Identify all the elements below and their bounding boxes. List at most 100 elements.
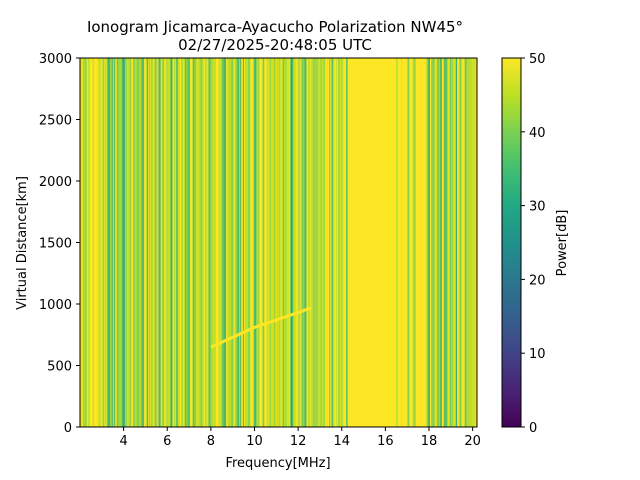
interference-stripe bbox=[257, 58, 260, 427]
interference-stripe bbox=[211, 58, 213, 427]
interference-stripe bbox=[284, 58, 287, 427]
interference-stripe bbox=[209, 58, 212, 427]
interference-stripe bbox=[340, 58, 342, 427]
interference-stripe bbox=[212, 58, 214, 427]
x-axis-label: Frequency[MHz] bbox=[225, 456, 330, 471]
interference-stripe bbox=[338, 58, 340, 427]
interference-stripe bbox=[167, 58, 169, 427]
interference-stripe bbox=[84, 58, 87, 427]
interference-stripe bbox=[234, 58, 235, 427]
interference-stripe bbox=[219, 58, 221, 427]
interference-stripe bbox=[165, 58, 167, 427]
colorbar-tick-label: 0 bbox=[529, 421, 537, 436]
interference-stripe bbox=[308, 58, 310, 427]
interference-stripe bbox=[175, 58, 177, 427]
interference-stripe bbox=[274, 58, 276, 427]
interference-stripe bbox=[87, 58, 90, 427]
interference-stripe bbox=[254, 58, 256, 427]
interference-stripe bbox=[140, 58, 143, 427]
interference-stripe bbox=[138, 58, 141, 427]
interference-stripe bbox=[152, 58, 155, 427]
interference-stripe bbox=[104, 58, 106, 427]
interference-stripe bbox=[130, 58, 131, 427]
interference-stripe bbox=[98, 58, 101, 427]
interference-stripe bbox=[123, 58, 125, 427]
interference-stripe bbox=[194, 58, 197, 427]
colorbar-tick-label: 20 bbox=[529, 273, 546, 288]
interference-stripe bbox=[102, 58, 104, 427]
interference-stripe bbox=[346, 58, 348, 427]
interference-stripe bbox=[327, 58, 329, 427]
colorbar-tick-label: 10 bbox=[529, 347, 546, 362]
interference-stripe bbox=[111, 58, 114, 427]
interference-stripe bbox=[192, 58, 195, 427]
interference-stripe bbox=[298, 58, 301, 427]
interference-stripe bbox=[113, 58, 115, 427]
echo-trace-line bbox=[210, 306, 312, 349]
interference-stripe bbox=[262, 58, 265, 427]
interference-stripe bbox=[400, 58, 402, 427]
interference-stripe bbox=[275, 58, 278, 427]
y-tick-label: 500 bbox=[47, 360, 72, 375]
interference-stripe bbox=[443, 58, 445, 427]
interference-stripe bbox=[316, 58, 318, 427]
x-tick-label: 12 bbox=[290, 434, 307, 449]
interference-stripe bbox=[455, 58, 458, 427]
interference-stripe bbox=[196, 58, 198, 427]
interference-stripe bbox=[252, 58, 254, 427]
interference-stripe bbox=[148, 58, 150, 427]
x-tick-label: 14 bbox=[333, 434, 350, 449]
interference-stripe bbox=[467, 58, 470, 427]
interference-stripe bbox=[133, 58, 135, 427]
interference-stripe bbox=[300, 58, 303, 427]
interference-stripe bbox=[239, 58, 241, 427]
interference-stripe bbox=[223, 58, 225, 427]
colorbar: 0 10 20 30 40 50 Power[dB] bbox=[501, 52, 570, 436]
interference-stripe bbox=[185, 58, 187, 427]
interference-stripe bbox=[161, 58, 163, 427]
interference-stripe bbox=[433, 58, 435, 427]
interference-stripe bbox=[235, 58, 236, 427]
interference-stripe bbox=[177, 58, 179, 427]
interference-stripe bbox=[291, 58, 293, 427]
interference-stripe bbox=[307, 58, 310, 427]
interference-stripe bbox=[106, 58, 108, 427]
interference-stripe bbox=[272, 58, 274, 427]
interference-stripe bbox=[239, 58, 241, 427]
interference-stripe bbox=[105, 58, 107, 427]
interference-stripe bbox=[258, 58, 260, 427]
interference-stripe bbox=[199, 58, 202, 427]
colorbar-tick-label: 40 bbox=[529, 126, 546, 141]
interference-stripe bbox=[471, 58, 473, 427]
interference-stripe bbox=[205, 58, 207, 427]
interference-stripe bbox=[221, 58, 224, 427]
interference-stripe bbox=[428, 58, 430, 427]
interference-stripe bbox=[139, 58, 141, 427]
interference-stripe bbox=[453, 58, 455, 427]
colorbar-tick-label: 50 bbox=[529, 52, 546, 67]
interference-stripe bbox=[315, 58, 317, 427]
interference-stripe bbox=[266, 58, 269, 427]
interference-stripe bbox=[97, 58, 99, 427]
interference-stripe bbox=[179, 58, 180, 427]
interference-stripe bbox=[459, 58, 461, 427]
interference-stripe bbox=[277, 58, 279, 427]
interference-stripe bbox=[271, 58, 274, 427]
interference-stripe bbox=[279, 58, 281, 427]
interference-stripe bbox=[444, 58, 447, 427]
interference-stripe bbox=[303, 58, 306, 427]
interference-stripe bbox=[129, 58, 131, 427]
interference-stripe bbox=[82, 58, 85, 427]
y-tick-label: 0 bbox=[64, 421, 72, 436]
interference-stripe bbox=[117, 58, 119, 427]
interference-stripe bbox=[449, 58, 451, 427]
interference-stripe bbox=[246, 58, 249, 427]
x-axis-ticks: 4 6 8 10 12 14 16 18 20 bbox=[119, 427, 481, 449]
y-tick-label: 2000 bbox=[39, 175, 72, 190]
interference-stripe bbox=[465, 58, 468, 427]
y-tick-label: 1000 bbox=[39, 298, 72, 313]
interference-stripe bbox=[436, 58, 439, 427]
interference-stripe bbox=[201, 58, 203, 427]
interference-stripe bbox=[200, 58, 203, 427]
